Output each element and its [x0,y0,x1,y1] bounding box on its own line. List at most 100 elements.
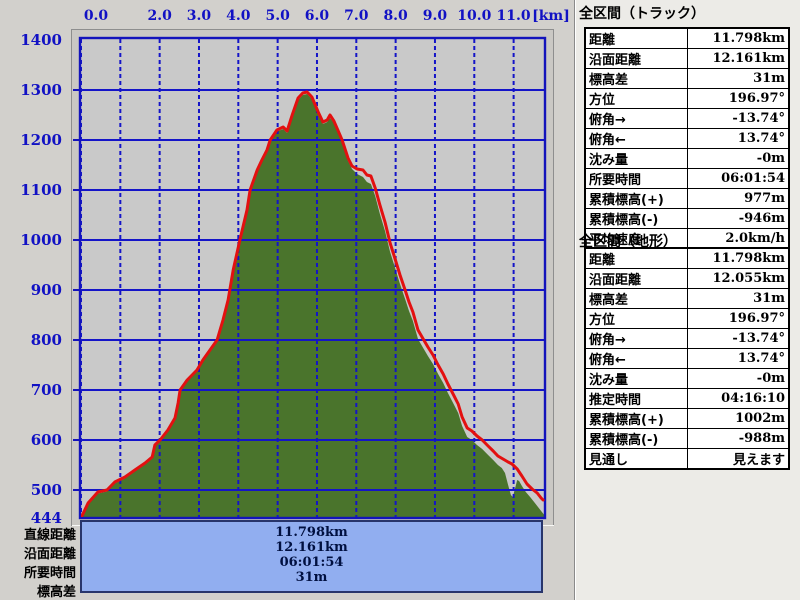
stats-table-track: 距離 11.798km 沿面距離 12.161km 標高差 31m 方位 196.97° 俯角→… [584,27,790,250]
stat-label: 沿面距離 [584,48,688,69]
x-tick-label: 9.0 [422,8,448,24]
stat-row: 標高差 31m [584,288,790,309]
panel-title-terrain: 全区間（地形） [579,234,677,250]
stat-row: 俯角← 13.74° [584,128,790,149]
stat-row: 累積標高(-) -946m [584,208,790,229]
stat-value: 12.055km [686,268,790,289]
stat-label: 沈み量 [584,148,688,169]
stat-value: 196.97° [686,308,790,329]
x-tick-label: 8.0 [383,8,408,24]
y-tick-label: 1400 [20,31,62,49]
stat-value: 13.74° [686,348,790,369]
stat-label: 累積標高(-) [584,208,688,229]
y-tick-label: 500 [30,481,62,499]
stat-value: 2.0km/h [686,228,790,250]
stat-row: 沿面距離 12.161km [584,48,790,69]
stat-value: 13.74° [686,128,790,149]
summary-value: 06:01:54 [279,555,344,570]
y-tick-label: 1200 [20,131,62,149]
stat-value: -13.74° [686,108,790,129]
stat-row: 方位 196.97° [584,308,790,329]
stat-row: 標高差 31m [584,68,790,89]
summary-label: 直線距離 [23,528,76,543]
stat-row: 累積標高(+) 977m [584,188,790,209]
stat-label: 推定時間 [584,388,688,409]
summary-row-labels: 直線距離 沿面距離 所要時間 標高差 [0,524,76,600]
y-tick-label: 800 [30,331,62,349]
stat-label: 累積標高(+) [584,188,688,209]
stat-row: 所要時間 06:01:54 [584,168,790,189]
panel-divider-dark [574,0,575,600]
stat-value: 12.161km [686,48,790,69]
x-tick-label: 3.0 [186,8,212,24]
stat-label: 見通し [584,448,688,470]
elevation-chart-region: 0.0 2.0 3.0 4.0 5.0 6.0 7.0 8.0 9.0 10.0 11.0 [km]… [0,8,570,600]
stat-value: 11.798km [686,247,790,269]
y-tick-label: 1100 [20,181,62,199]
stat-row: 見通し 見えます [584,448,790,470]
stat-row: 沈み量 -0m [584,148,790,169]
stat-label: 俯角→ [584,108,688,129]
stat-label: 累積標高(-) [584,428,688,449]
stat-value: 196.97° [686,88,790,109]
stat-label: 沈み量 [584,368,688,389]
stat-label: 標高差 [584,288,688,309]
summary-value: 11.798km [275,525,348,540]
summary-value: 31m [295,570,328,585]
summary-label: 標高差 [36,585,76,600]
stat-row: 俯角→ -13.74° [584,108,790,129]
stat-value: -946m [686,208,790,229]
y-tick-label: 1000 [20,231,62,249]
stat-label: 累積標高(+) [584,408,688,429]
x-tick-label: 10.0 [457,8,492,24]
track-line [81,90,545,517]
y-tick-label: 900 [30,281,62,299]
summary-values-box: 11.798km 12.161km 06:01:54 31m [80,520,543,593]
x-tick-label: 5.0 [265,8,290,24]
stat-value: 1002m [686,408,790,429]
y-tick-label: 444 [30,509,62,527]
stat-label: 方位 [584,88,688,109]
x-tick-label: 11.0 [496,8,531,24]
stat-value: 31m [686,68,790,89]
stat-value: -988m [686,428,790,449]
stat-label: 沿面距離 [584,268,688,289]
y-tick-label: 1300 [20,81,62,99]
terrain-area [81,94,545,517]
x-tick-label: 2.0 [147,8,172,24]
stat-row: 平均速度 2.0km/h [584,228,790,250]
stat-label: 距離 [584,247,688,269]
x-axis-unit-label: [km] [532,8,570,24]
stat-row: 距離 11.798km [584,27,790,49]
stat-row: 沿面距離 12.055km [584,268,790,289]
stat-row: 方位 196.97° [584,88,790,109]
stat-row: 距離 11.798km [584,247,790,269]
stats-panel: 全区間（トラック） 距離 11.798km 沿面距離 12.161km 標高差 31m 方位… [576,0,800,600]
stat-row: 累積標高(-) -988m [584,428,790,449]
stat-value: -0m [686,148,790,169]
stat-label: 標高差 [584,68,688,89]
stat-row: 沈み量 -0m [584,368,790,389]
stat-row: 推定時間 04:16:10 [584,388,790,409]
stat-row: 俯角← 13.74° [584,348,790,369]
panel-divider-light [575,0,576,600]
stat-row: 俯角→ -13.74° [584,328,790,349]
stat-value: 31m [686,288,790,309]
stat-label: 方位 [584,308,688,329]
x-tick-label: 4.0 [226,8,251,24]
stat-value: 見えます [686,448,790,470]
stat-row: 累積標高(+) 1002m [584,408,790,429]
x-tick-label: 6.0 [304,8,330,24]
x-tick-label: 7.0 [344,8,369,24]
stat-value: 04:16:10 [686,388,790,409]
stat-value: 11.798km [686,27,790,49]
elevation-plot[interactable] [71,29,555,527]
panel-title-track: 全区間（トラック） [579,6,705,22]
plot-frame-blue [78,36,547,520]
stat-value: 06:01:54 [686,168,790,189]
stats-table-terrain: 距離 11.798km 沿面距離 12.055km 標高差 31m 方位 196.97° 俯角→… [584,247,790,470]
summary-label: 所要時間 [23,566,76,581]
stat-label: 俯角← [584,128,688,149]
stat-label: 俯角→ [584,328,688,349]
